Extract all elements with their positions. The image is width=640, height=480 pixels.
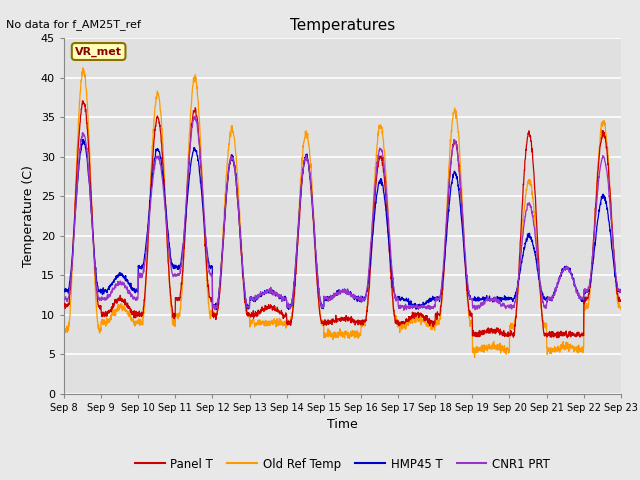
Y-axis label: Temperature (C): Temperature (C)	[22, 165, 35, 267]
Legend: Panel T, Old Ref Temp, HMP45 T, CNR1 PRT: Panel T, Old Ref Temp, HMP45 T, CNR1 PRT	[131, 453, 554, 475]
Title: Temperatures: Temperatures	[290, 18, 395, 33]
Text: VR_met: VR_met	[75, 47, 122, 57]
X-axis label: Time: Time	[327, 418, 358, 431]
Text: No data for f_AM25T_ref: No data for f_AM25T_ref	[6, 19, 141, 30]
